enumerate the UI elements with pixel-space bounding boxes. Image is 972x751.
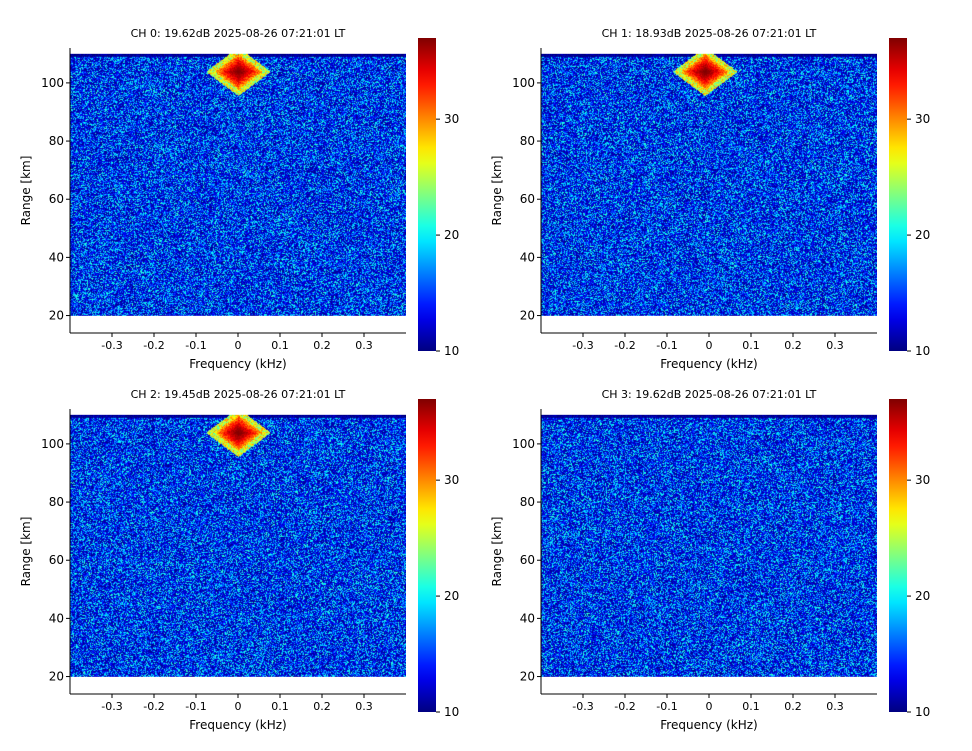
colorbar-tick-label: 20	[915, 589, 930, 603]
panel-ch0: -0.3 -0.2 -0.1 0 0.1 0.2 0.3 20 40 60 80 100 CH 0: 1…	[19, 27, 459, 371]
x-axis-label: Frequency (kHz)	[660, 718, 757, 732]
chart-title: CH 1: 18.93dB 2025-08-26 07:21:01 LT	[602, 27, 817, 40]
x-tick-label: -0.1	[656, 339, 677, 352]
x-tick-label: 0.1	[271, 700, 289, 713]
x-tick-label: -0.2	[614, 339, 635, 352]
y-tick-label: 80	[520, 495, 535, 509]
heatmap-raster	[70, 53, 406, 316]
y-tick-label: 40	[49, 611, 64, 625]
x-tick-label: 0.2	[784, 700, 802, 713]
y-tick-label: 100	[512, 76, 535, 90]
y-tick-label: 20	[520, 670, 535, 684]
x-tick-label: 0	[706, 700, 713, 713]
x-tick-label: 0.3	[355, 339, 373, 352]
y-tick-label: 100	[41, 437, 64, 451]
x-tick-label: 0.2	[313, 339, 331, 352]
x-axis-label: Frequency (kHz)	[660, 357, 757, 371]
x-tick-label: 0	[706, 339, 713, 352]
colorbar-tick-label: 10	[444, 344, 459, 358]
x-axis-label: Frequency (kHz)	[189, 357, 286, 371]
colorbar-tick-label: 30	[915, 473, 930, 487]
colorbar-tick-label: 20	[444, 228, 459, 242]
heatmap-raster	[70, 414, 406, 677]
chart-title: CH 0: 19.62dB 2025-08-26 07:21:01 LT	[131, 27, 346, 40]
x-tick-label: -0.2	[614, 700, 635, 713]
x-tick-label: -0.2	[143, 700, 164, 713]
panel-ch1: -0.3 -0.2 -0.1 0 0.1 0.2 0.3 20 40 60 80 100 CH 1: 1…	[490, 27, 930, 371]
x-tick-label: 0.3	[826, 339, 844, 352]
x-tick-label: 0.1	[742, 339, 760, 352]
x-tick-label: 0.1	[271, 339, 289, 352]
y-tick-label: 60	[520, 192, 535, 206]
x-tick-label: -0.1	[656, 700, 677, 713]
y-tick-label: 20	[49, 309, 64, 323]
y-axis-label: Range [km]	[19, 156, 33, 226]
colorbar	[889, 399, 907, 712]
y-tick-label: 60	[520, 553, 535, 567]
y-tick-label: 20	[520, 309, 535, 323]
x-tick-label: -0.3	[572, 700, 593, 713]
x-tick-label: -0.3	[572, 339, 593, 352]
heatmap-raster	[541, 53, 877, 316]
chart-title: CH 3: 19.62dB 2025-08-26 07:21:01 LT	[602, 388, 817, 401]
y-tick-label: 40	[49, 250, 64, 264]
heatmap-raster	[541, 414, 877, 677]
colorbar-tick-label: 10	[915, 344, 930, 358]
x-tick-label: 0.2	[784, 339, 802, 352]
x-tick-label: -0.3	[101, 700, 122, 713]
y-tick-label: 100	[41, 76, 64, 90]
panel-ch2: -0.3 -0.2 -0.1 0 0.1 0.2 0.3 20 40 60 80 100 CH 2: 1…	[19, 388, 459, 732]
colorbar-tick-label: 10	[444, 705, 459, 719]
y-tick-label: 40	[520, 250, 535, 264]
colorbar-tick-label: 20	[444, 589, 459, 603]
y-tick-label: 60	[49, 553, 64, 567]
y-tick-label: 100	[512, 437, 535, 451]
y-axis-label: Range [km]	[19, 517, 33, 587]
colorbar-tick-label: 30	[915, 112, 930, 126]
colorbar-tick-label: 30	[444, 112, 459, 126]
x-axis-label: Frequency (kHz)	[189, 718, 286, 732]
colorbar	[889, 38, 907, 351]
y-tick-label: 80	[49, 134, 64, 148]
y-tick-label: 40	[520, 611, 535, 625]
y-tick-label: 20	[49, 670, 64, 684]
x-tick-label: -0.1	[185, 339, 206, 352]
colorbar	[418, 399, 436, 712]
chart-title: CH 2: 19.45dB 2025-08-26 07:21:01 LT	[131, 388, 346, 401]
x-tick-label: -0.1	[185, 700, 206, 713]
panel-ch3: -0.3 -0.2 -0.1 0 0.1 0.2 0.3 20 40 60 80 100 CH 3: 1…	[490, 388, 930, 732]
colorbar-tick-label: 20	[915, 228, 930, 242]
colorbar-tick-label: 30	[444, 473, 459, 487]
x-tick-label: 0.1	[742, 700, 760, 713]
colorbar	[418, 38, 436, 351]
x-tick-label: 0	[235, 339, 242, 352]
y-tick-label: 60	[49, 192, 64, 206]
x-tick-label: 0.2	[313, 700, 331, 713]
y-axis-label: Range [km]	[490, 156, 504, 226]
y-tick-label: 80	[520, 134, 535, 148]
colorbar-tick-label: 10	[915, 705, 930, 719]
y-tick-label: 80	[49, 495, 64, 509]
x-tick-label: 0.3	[826, 700, 844, 713]
y-axis-label: Range [km]	[490, 517, 504, 587]
x-tick-label: -0.3	[101, 339, 122, 352]
x-tick-label: -0.2	[143, 339, 164, 352]
x-tick-label: 0	[235, 700, 242, 713]
x-tick-label: 0.3	[355, 700, 373, 713]
